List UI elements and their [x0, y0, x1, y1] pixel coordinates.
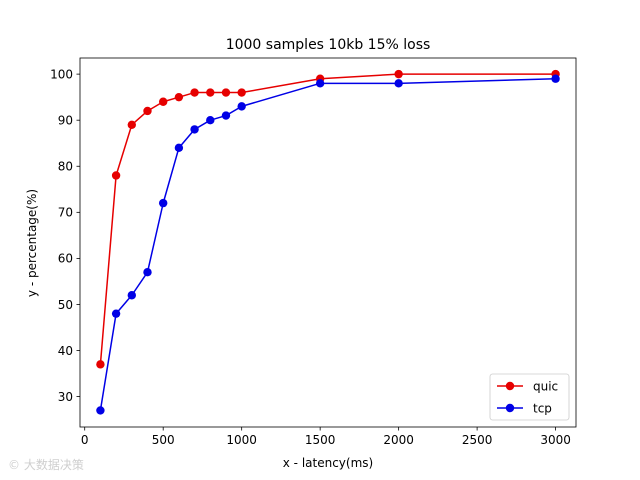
chart-title: 1000 samples 10kb 15% loss — [226, 37, 431, 53]
legend-marker-quic — [505, 381, 515, 391]
data-point-tcp — [394, 79, 403, 88]
data-point-quic — [221, 88, 231, 97]
y-tick-label: 80 — [58, 160, 73, 174]
data-point-tcp — [190, 125, 199, 134]
data-point-quic — [174, 92, 184, 102]
data-point-quic — [127, 120, 136, 129]
data-point-quic — [237, 88, 246, 97]
data-point-quic — [96, 360, 105, 369]
data-point-tcp — [221, 111, 231, 120]
y-tick-label: 90 — [58, 113, 73, 127]
x-tick-label: 3000 — [540, 433, 571, 447]
y-tick-label: 40 — [58, 344, 73, 358]
legend: quic tcp — [489, 373, 570, 421]
data-point-quic — [394, 69, 403, 79]
y-tick-label: 60 — [58, 252, 73, 266]
data-point-tcp — [174, 143, 184, 153]
data-point-tcp — [158, 198, 168, 208]
axes: 0 500 1000 1500 2000 2500 3000 30 40 50 60 70 80 90 10… — [50, 57, 577, 447]
data-point-tcp — [127, 291, 136, 300]
data-point-quic — [190, 88, 199, 97]
data-point-tcp — [96, 406, 105, 415]
y-axis-label: y - percentage(%) — [25, 189, 39, 297]
x-tick-label: 1500 — [305, 433, 336, 447]
data-point-quic — [143, 106, 152, 116]
data-point-tcp — [237, 102, 246, 111]
data-point-tcp — [143, 268, 152, 277]
data-point-tcp — [111, 309, 121, 318]
data-point-quic — [111, 171, 121, 180]
x-tick-label: 0 — [81, 433, 89, 447]
x-axis-label: x - latency(ms) — [283, 456, 373, 470]
data-point-tcp — [315, 79, 325, 88]
plot-area — [96, 69, 560, 415]
legend-label-quic: quic — [533, 379, 558, 393]
legend-label-tcp: tcp — [533, 401, 552, 415]
x-tick-label: 2000 — [383, 433, 414, 447]
y-tick-label: 70 — [58, 206, 73, 220]
x-tick-label: 500 — [152, 433, 175, 447]
y-tick-label: 30 — [58, 390, 73, 404]
watermark: © 大数据决策 — [8, 458, 84, 472]
data-point-tcp — [206, 115, 215, 125]
data-point-tcp — [551, 74, 560, 83]
legend-marker-tcp — [505, 403, 515, 413]
axes-frame — [79, 57, 577, 428]
y-tick-label: 50 — [58, 298, 73, 312]
y-tick-label: 100 — [50, 67, 73, 81]
x-tick-label: 2500 — [462, 433, 493, 447]
data-point-quic — [206, 88, 215, 97]
x-tick-label: 1000 — [226, 433, 257, 447]
data-point-quic — [158, 97, 168, 106]
